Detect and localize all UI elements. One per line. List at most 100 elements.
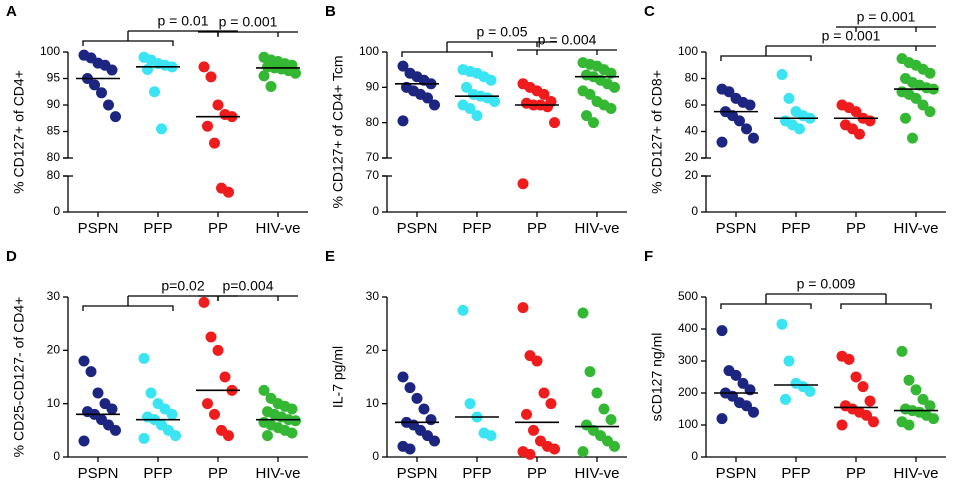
data-point xyxy=(290,67,301,79)
data-point xyxy=(198,296,210,308)
data-point xyxy=(783,355,795,367)
x-tick-label: PFP xyxy=(462,465,491,482)
data-point xyxy=(917,99,929,111)
y-tick-label: 70 xyxy=(366,168,380,182)
y-tick-label: 500 xyxy=(678,289,698,303)
data-point xyxy=(489,95,500,107)
x-tick-label: PFP xyxy=(143,465,172,482)
data-point xyxy=(744,99,756,111)
y-tick-label: 300 xyxy=(678,353,698,367)
y-tick-label: 400 xyxy=(678,321,698,335)
group-bracket xyxy=(401,42,493,57)
y-tick-label: 30 xyxy=(366,289,380,303)
data-point xyxy=(106,64,118,76)
data-point xyxy=(106,403,118,415)
x-tick-label: PP xyxy=(527,220,547,237)
y-tick-label: 100 xyxy=(678,44,698,58)
data-point xyxy=(609,81,620,93)
panel: A % CD127+ of CD4+ 80 85 90 95 100 0 80 PSPN PFP PP… xyxy=(6,3,308,237)
x-tick-label: HIV-ve xyxy=(255,465,300,482)
data-point xyxy=(429,99,440,111)
data-point xyxy=(584,88,596,100)
data-point xyxy=(212,99,224,111)
y-tick-label: 0 xyxy=(53,449,60,463)
x-tick-label: PFP xyxy=(781,220,810,237)
y-tick-label: 20 xyxy=(47,343,61,357)
data-point xyxy=(609,440,620,452)
data-point xyxy=(110,111,121,123)
data-point xyxy=(896,345,908,357)
p-value: p = 0.05 xyxy=(477,24,528,40)
data-point xyxy=(418,403,430,415)
x-tick-label: PSPN xyxy=(78,465,119,482)
y-axis-label: IL-7 pg/ml xyxy=(330,346,346,408)
data-point xyxy=(145,387,157,399)
data-point xyxy=(584,366,596,378)
p-value: p = 0.001 xyxy=(857,9,916,25)
data-point xyxy=(549,117,560,129)
group-bracket xyxy=(720,46,812,61)
data-point xyxy=(397,115,409,127)
data-point xyxy=(517,178,529,190)
data-point xyxy=(741,123,752,135)
data-point xyxy=(258,70,270,82)
data-point xyxy=(868,416,879,428)
data-point xyxy=(223,430,234,442)
data-point xyxy=(425,414,437,426)
y-tick-label: 0 xyxy=(691,204,698,218)
data-point xyxy=(857,381,869,393)
y-tick-label: 90 xyxy=(366,80,380,94)
x-tick-label: PFP xyxy=(781,465,810,482)
data-point xyxy=(591,387,603,399)
data-point xyxy=(864,115,876,127)
y-tick-label: 90 xyxy=(47,97,61,111)
data-point xyxy=(202,398,213,410)
x-tick-label: HIV-ve xyxy=(893,220,938,237)
data-point xyxy=(843,353,855,365)
data-point xyxy=(170,430,181,442)
data-point xyxy=(205,71,217,83)
data-point xyxy=(903,419,915,431)
data-point xyxy=(924,400,936,412)
panel-label: C xyxy=(644,3,655,20)
x-tick-label: PP xyxy=(527,465,547,482)
data-point xyxy=(850,106,862,118)
data-point xyxy=(156,123,167,135)
x-tick-label: HIV-ve xyxy=(893,465,938,482)
x-tick-label: PP xyxy=(208,220,228,237)
x-tick-label: PSPN xyxy=(397,220,438,237)
data-point xyxy=(588,117,599,129)
data-point xyxy=(286,427,298,439)
data-point xyxy=(549,443,560,455)
y-tick-label: 0 xyxy=(691,449,698,463)
x-tick-label: HIV-ve xyxy=(255,220,300,237)
data-point xyxy=(836,419,848,431)
data-point xyxy=(471,110,483,122)
data-point xyxy=(538,88,550,100)
data-point xyxy=(734,115,745,127)
data-point xyxy=(103,99,114,111)
x-tick-label: HIV-ve xyxy=(574,220,619,237)
data-point xyxy=(780,393,791,405)
y-tick-label: 80 xyxy=(685,71,699,85)
data-point xyxy=(223,186,234,198)
x-tick-label: PP xyxy=(846,220,866,237)
p-value: p = 0.001 xyxy=(219,14,278,30)
data-point xyxy=(804,385,816,397)
data-point xyxy=(485,74,497,86)
data-point xyxy=(110,424,121,436)
data-point xyxy=(748,132,759,144)
data-point xyxy=(545,398,557,410)
data-point xyxy=(464,398,476,410)
data-point xyxy=(262,430,273,442)
data-point xyxy=(142,63,153,75)
group-bracket xyxy=(82,296,174,311)
data-point xyxy=(521,408,532,420)
panel: B % CD127+ of CD4+ Tcm 70 80 90 100 0 70 PSPN PFP… xyxy=(325,3,627,237)
data-point xyxy=(265,80,277,92)
x-tick-label: PFP xyxy=(143,220,172,237)
y-axis-label: % CD25-CD127- of CD4+ xyxy=(11,297,27,458)
y-tick-label: 20 xyxy=(366,343,380,357)
panel: C % CD127+ of CD8+ 20 40 60 80 100 0 20 PSPN PFP PP… xyxy=(644,3,946,237)
data-point xyxy=(900,112,911,124)
